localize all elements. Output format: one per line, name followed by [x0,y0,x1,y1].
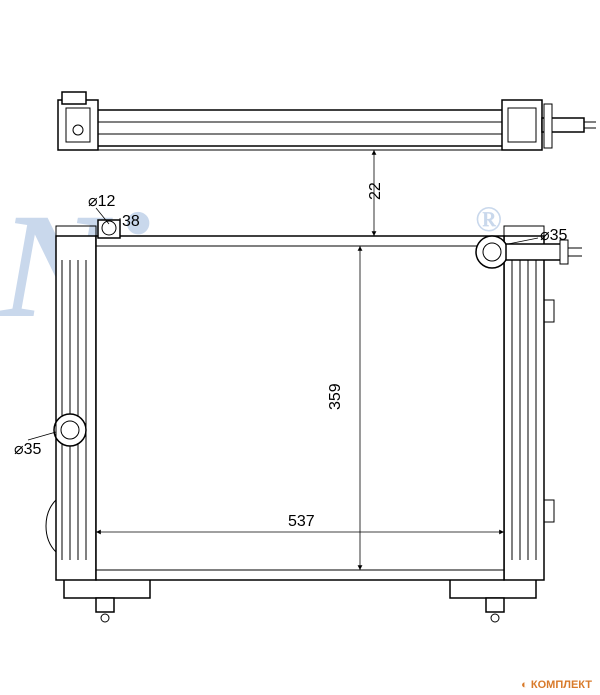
bracket-left [64,580,150,622]
dim-height: 359 [327,383,344,410]
side-port-left [54,414,86,446]
inlet-top-left [98,220,120,238]
dim-port-right: ⌀35 [540,227,568,244]
drawing-canvas: Nissens® [0,0,600,695]
dim-width: 537 [288,513,315,530]
dim-depth: 22 [367,182,384,200]
brand-icon: ◐ [521,679,528,691]
dim-port-top: ⌀12 [88,193,116,210]
dim-cap-offset: 38 [122,213,140,230]
bracket-right [450,580,536,622]
dim-port-left: ⌀35 [14,441,42,458]
bottom-brand: ◐ КОМПЛЕКТ [521,679,592,691]
brand-text: КОМПЛЕКТ [531,679,592,691]
top-view [58,92,596,150]
front-view [46,220,582,622]
technical-drawing: 537 359 22 38 ⌀12 ⌀35 ⌀35 [0,0,600,695]
